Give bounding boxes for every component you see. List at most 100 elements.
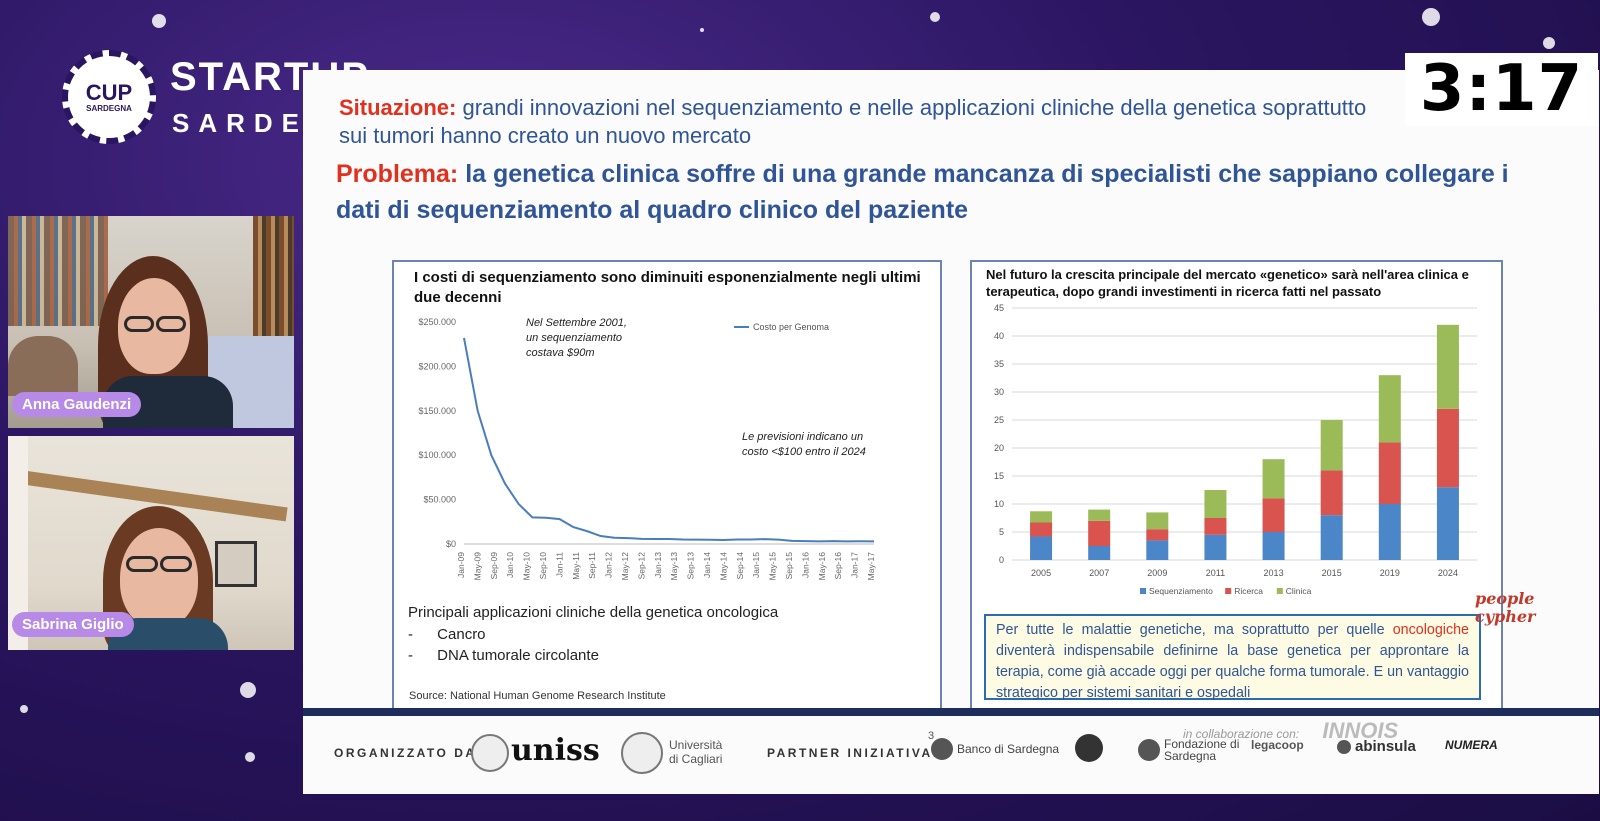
bar-segment — [1030, 511, 1053, 523]
bar-segment — [1088, 520, 1111, 546]
x-tick-label: May-09 — [472, 552, 482, 581]
market-chart-panel: Nel futuro la crescita principale del me… — [970, 260, 1503, 713]
glasses — [124, 316, 154, 332]
market-chart-title: Nel futuro la crescita principale del me… — [986, 267, 1469, 299]
x-tick-label: May-10 — [522, 552, 532, 581]
bar-segment — [1088, 546, 1111, 560]
x-tick-label: 2013 — [1264, 568, 1284, 578]
x-tick-label: May-15 — [768, 552, 778, 581]
x-tick-label: Jan-13 — [653, 552, 663, 578]
partner-name: legacoop — [1251, 738, 1304, 752]
background-star — [700, 28, 704, 32]
partner-seal-icon — [1075, 734, 1103, 762]
x-tick-label: Sep-14 — [735, 552, 745, 580]
partner-numera: NUMERA — [1445, 738, 1498, 752]
annotation-text: costo <$100 entro il 2024 — [742, 446, 866, 458]
x-tick-label: Sep-16 — [833, 552, 843, 580]
bar-segment — [1320, 470, 1343, 516]
x-tick-label: 2009 — [1147, 568, 1167, 578]
callout-box: Per tutte le malattie genetiche, ma sopr… — [984, 614, 1481, 701]
x-tick-label: Jan-14 — [702, 552, 712, 578]
bar-segment — [1146, 512, 1169, 530]
x-tick-label: Jan-15 — [751, 552, 761, 578]
legend-swatch — [1276, 588, 1283, 594]
x-tick-label: Jan-16 — [800, 552, 810, 578]
organized-by-label: ORGANIZZATO DA: — [334, 746, 484, 760]
partner-label: PARTNER INIZIATIVA: — [767, 746, 940, 760]
x-tick-label: 2007 — [1089, 568, 1109, 578]
x-tick-label: Jan-17 — [850, 552, 860, 578]
people-cypher-logo-text: people cypher — [1475, 589, 1536, 626]
applications-heading: Principali applicazioni cliniche della g… — [408, 604, 779, 621]
cagliari-line-2: di Cagliari — [669, 752, 723, 766]
x-tick-label: May-16 — [817, 552, 827, 581]
bookshelf — [253, 216, 294, 356]
cost-chart-panel: I costi di sequenziamento sono diminuiti… — [392, 260, 942, 713]
participant-name-tag: Anna Gaudenzi — [12, 392, 142, 417]
annotation-text: un sequenziamento — [526, 332, 622, 344]
problem-body: la genetica clinica soffre di una grande… — [336, 160, 1509, 224]
y-tick-label: 20 — [994, 443, 1004, 453]
fondazione-icon — [1138, 739, 1160, 761]
callout-text-post: diventerà indispensabile definirne la ba… — [996, 643, 1469, 701]
annotation-text: Nel Settembre 2001, — [526, 317, 627, 329]
participant-video-sabrina[interactable]: Sabrina Giglio — [8, 436, 294, 650]
footer-divider — [303, 708, 1599, 716]
list-bullet: - — [408, 626, 413, 643]
x-tick-label: Jan-10 — [505, 552, 515, 578]
list-item: - Cancro — [408, 626, 486, 643]
problem-label: Problema: — [336, 160, 459, 188]
bar-segment — [1262, 498, 1285, 532]
list-bullet: - — [408, 647, 413, 664]
y-tick-label: $200.000 — [418, 361, 456, 371]
partner-name: NUMERA — [1445, 738, 1498, 752]
bar-segment — [1436, 487, 1459, 560]
list-item: - DNA tumorale circolante — [408, 647, 599, 664]
glasses — [160, 556, 192, 572]
partner-abinsula: abinsula — [1337, 738, 1416, 755]
application-ctdna: DNA tumorale circolante — [437, 647, 599, 664]
legend-label: Sequenziamento — [1149, 586, 1213, 596]
bar-segment — [1262, 532, 1285, 560]
partner-name: Banco di Sardegna — [957, 742, 1060, 756]
uniss-logo: uniss — [511, 733, 600, 768]
y-tick-label: 45 — [994, 303, 1004, 313]
situation-body: grandi innovazioni nel sequenziamento e … — [339, 95, 1367, 148]
situation-label: Situazione: — [339, 95, 457, 120]
x-tick-label: Jan-11 — [554, 552, 564, 578]
y-tick-label: $150.000 — [418, 406, 456, 416]
badge-text: CUP — [85, 79, 133, 105]
bar-segment — [1204, 534, 1227, 560]
x-tick-label: May-13 — [669, 552, 679, 581]
page-number: 3 — [928, 730, 935, 742]
problem-text: Problema: la genetica clinica soffre di … — [336, 156, 1516, 228]
series-line-costo-per-genoma — [463, 337, 875, 543]
bar-segment — [1030, 536, 1053, 560]
background-star — [152, 14, 166, 28]
y-tick-label: $50.000 — [423, 495, 456, 505]
bar-segment — [1320, 420, 1343, 471]
background-star — [1422, 8, 1440, 26]
x-tick-label: 2019 — [1380, 568, 1400, 578]
legend-label: Costo per Genoma — [753, 322, 829, 332]
partner-fondazione: Fondazione di Sardegna — [1138, 738, 1248, 762]
collaboration-label-text: in collaborazione con: — [1183, 727, 1300, 741]
x-tick-label: May-12 — [620, 552, 630, 581]
bar-segment — [1146, 529, 1169, 541]
participant-video-anna[interactable]: Anna Gaudenzi — [8, 216, 294, 428]
background-star — [1543, 37, 1555, 49]
bar-segment — [1378, 504, 1401, 560]
participant-name-tag: Sabrina Giglio — [12, 612, 134, 637]
legend-label: Ricerca — [1234, 586, 1263, 596]
bar-segment — [1378, 375, 1401, 443]
partner-banco-sardegna: Banco di Sardegna — [931, 738, 1059, 760]
people-cypher-logo: people cypher — [1475, 590, 1555, 626]
innois-logo: INNOIS — [1322, 718, 1399, 743]
partner-name: Fondazione di Sardegna — [1164, 737, 1240, 763]
callout-text-pre: Per tutte le malattie genetiche, ma sopr… — [996, 622, 1393, 638]
x-tick-label: May-14 — [718, 552, 728, 581]
bar-segment — [1262, 459, 1285, 499]
uniss-seal-icon — [471, 734, 509, 772]
situation-text: Situazione: grandi innovazioni nel seque… — [339, 94, 1399, 150]
banco-icon — [931, 738, 953, 760]
